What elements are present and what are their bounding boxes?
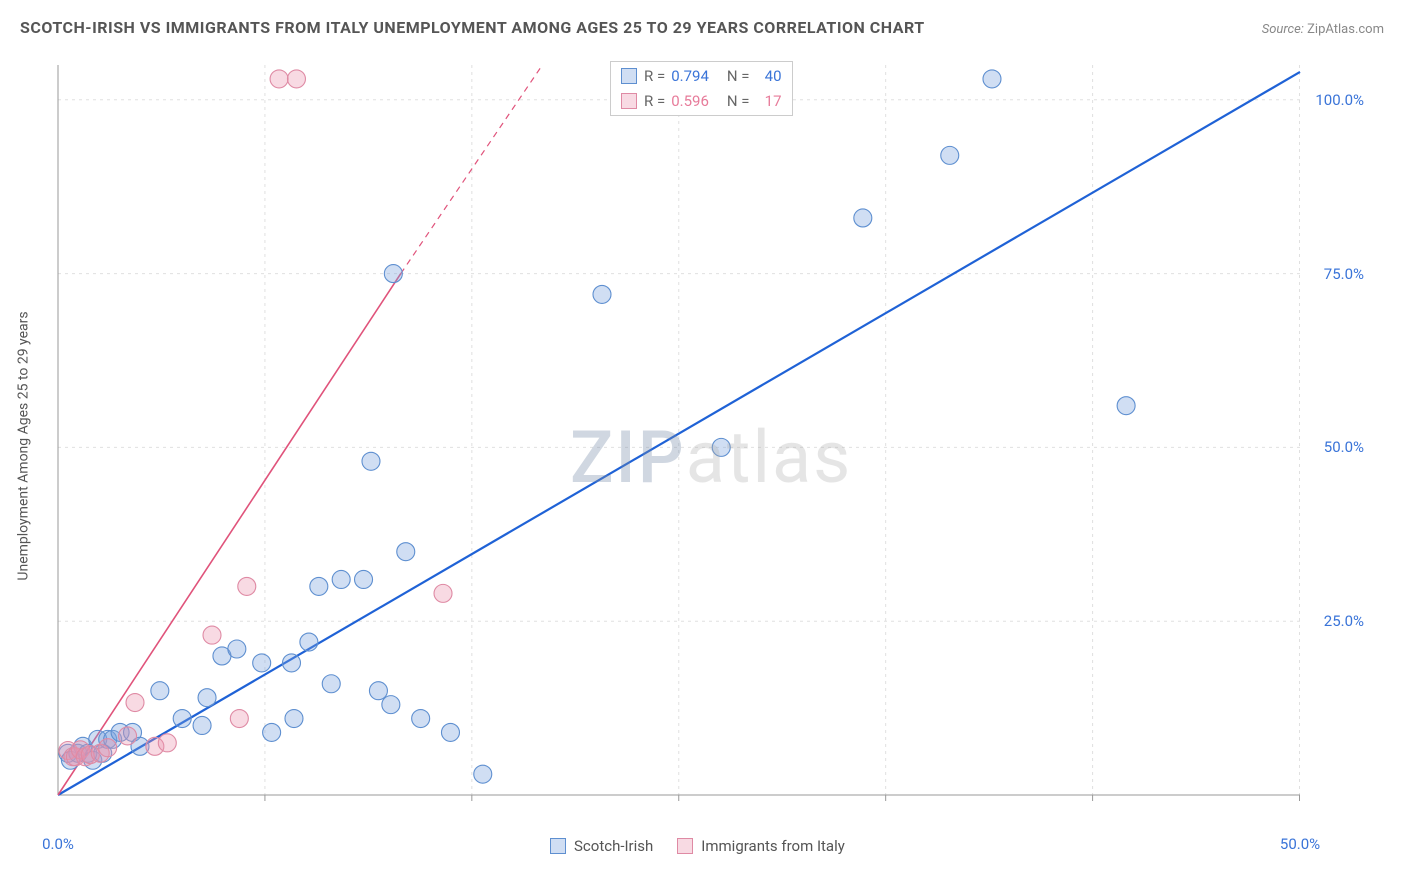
chart-svg: [50, 55, 1370, 825]
y-tick-label: 100.0%: [1315, 91, 1364, 109]
source-label: Source:: [1262, 22, 1304, 37]
chart-source: Source: ZipAtlas.com: [1262, 22, 1384, 37]
stat-n-value: 40: [756, 65, 782, 88]
bottom-legend-label: Immigrants from Italy: [701, 837, 845, 855]
legend-stats-row: R = 0.596 N = 17: [611, 89, 792, 114]
stat-n-label: N =: [727, 65, 750, 88]
legend-swatch: [621, 68, 637, 84]
y-tick-label: 75.0%: [1324, 265, 1364, 283]
bottom-legend-item: Immigrants from Italy: [677, 837, 845, 855]
legend-swatch: [677, 838, 693, 854]
stat-r-value: 0.794: [671, 65, 709, 88]
source-value: ZipAtlas.com: [1307, 22, 1384, 37]
y-tick-label: 25.0%: [1324, 612, 1364, 630]
chart-title: SCOTCH-IRISH VS IMMIGRANTS FROM ITALY UN…: [20, 18, 925, 37]
y-axis-label: Unemployment Among Ages 25 to 29 years: [15, 311, 31, 580]
stat-r-label: R =: [644, 65, 665, 88]
stat-n-value: 17: [756, 90, 782, 113]
stat-n-label: N =: [727, 90, 750, 113]
legend-stats-row: R = 0.794 N = 40: [611, 64, 792, 89]
plot-area: ZIPatlas R =0.794N =40R =0.596N =17 Scot…: [50, 55, 1370, 825]
bottom-legend: Scotch-Irish Immigrants from Italy: [550, 837, 845, 855]
legend-stats-box: R = 0.794 N = 40 R = 0.596 N = 17: [610, 61, 793, 116]
stat-r-label: R =: [644, 90, 665, 113]
x-tick-label: 50.0%: [1280, 835, 1320, 853]
y-tick-label: 50.0%: [1324, 438, 1364, 456]
x-tick-label: 0.0%: [42, 835, 74, 853]
bottom-legend-label: Scotch-Irish: [574, 837, 653, 855]
legend-swatch: [550, 838, 566, 854]
stat-r-value: 0.596: [671, 90, 709, 113]
bottom-legend-item: Scotch-Irish: [550, 837, 653, 855]
legend-swatch: [621, 93, 637, 109]
